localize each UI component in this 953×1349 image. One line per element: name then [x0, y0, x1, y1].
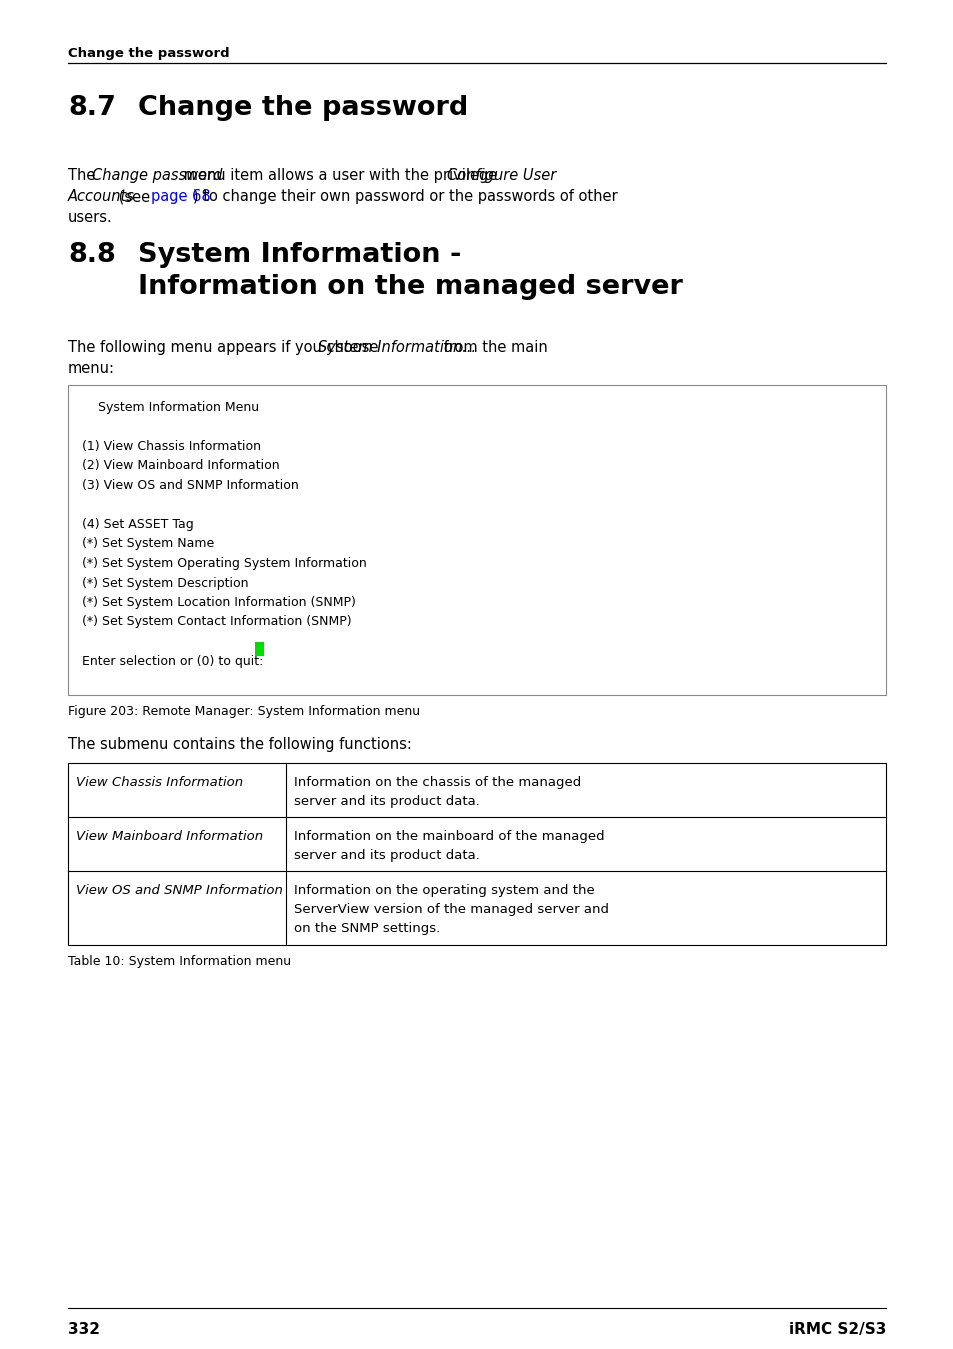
Text: on the SNMP settings.: on the SNMP settings.	[294, 921, 439, 935]
Text: The following menu appears if you choose: The following menu appears if you choose	[68, 340, 382, 355]
Text: 8.7: 8.7	[68, 94, 115, 121]
Text: from the main: from the main	[438, 340, 547, 355]
Text: Accounts: Accounts	[68, 189, 134, 204]
Text: Change the password: Change the password	[138, 94, 468, 121]
Text: (see: (see	[114, 189, 154, 204]
Text: server and its product data.: server and its product data.	[294, 795, 479, 808]
Text: (*) Set System Description: (*) Set System Description	[82, 576, 248, 590]
Text: System Information -: System Information -	[138, 241, 461, 268]
Text: ServerView version of the managed server and: ServerView version of the managed server…	[294, 902, 608, 916]
Bar	[68, 384, 885, 695]
Text: Information on the chassis of the managed: Information on the chassis of the manage…	[294, 776, 580, 789]
Text: (3) View OS and SNMP Information: (3) View OS and SNMP Information	[82, 479, 298, 492]
Text: Information on the mainboard of the managed: Information on the mainboard of the mana…	[294, 830, 604, 843]
Text: 332: 332	[68, 1322, 100, 1337]
Text: Enter selection or (0) to quit:: Enter selection or (0) to quit:	[82, 654, 267, 668]
Text: The: The	[68, 169, 100, 183]
Text: (*) Set System Contact Information (SNMP): (*) Set System Contact Information (SNMP…	[82, 615, 352, 629]
Text: page 68: page 68	[151, 189, 211, 204]
Text: System Information Menu: System Information Menu	[82, 401, 259, 414]
Text: (2) View Mainboard Information: (2) View Mainboard Information	[82, 460, 279, 472]
Bar	[255, 642, 264, 656]
Bar	[68, 764, 885, 946]
Text: users.: users.	[68, 210, 112, 225]
Text: (*) Set System Location Information (SNMP): (*) Set System Location Information (SNM…	[82, 596, 355, 608]
Text: Change password: Change password	[92, 169, 222, 183]
Text: System Information...: System Information...	[317, 340, 476, 355]
Text: menu item allows a user with the privilege: menu item allows a user with the privile…	[179, 169, 501, 183]
Text: Figure 203: Remote Manager: System Information menu: Figure 203: Remote Manager: System Infor…	[68, 706, 419, 718]
Text: View Mainboard Information: View Mainboard Information	[76, 830, 263, 843]
Text: ) to change their own password or the passwords of other: ) to change their own password or the pa…	[193, 189, 618, 204]
Text: Configure User: Configure User	[446, 169, 556, 183]
Text: (*) Set System Name: (*) Set System Name	[82, 537, 214, 550]
Text: The submenu contains the following functions:: The submenu contains the following funct…	[68, 737, 412, 751]
Text: 8.8: 8.8	[68, 241, 115, 268]
Text: Change the password: Change the password	[68, 47, 230, 59]
Text: menu:: menu:	[68, 362, 115, 376]
Text: Table 10: System Information menu: Table 10: System Information menu	[68, 955, 291, 969]
Text: (4) Set ASSET Tag: (4) Set ASSET Tag	[82, 518, 193, 532]
Text: View Chassis Information: View Chassis Information	[76, 776, 243, 789]
Text: Information on the managed server: Information on the managed server	[138, 274, 682, 299]
Text: View OS and SNMP Information: View OS and SNMP Information	[76, 884, 283, 897]
Text: (*) Set System Operating System Information: (*) Set System Operating System Informat…	[82, 557, 366, 571]
Text: Information on the operating system and the: Information on the operating system and …	[294, 884, 594, 897]
Text: (1) View Chassis Information: (1) View Chassis Information	[82, 440, 261, 453]
Text: server and its product data.: server and its product data.	[294, 849, 479, 862]
Text: iRMC S2/S3: iRMC S2/S3	[788, 1322, 885, 1337]
